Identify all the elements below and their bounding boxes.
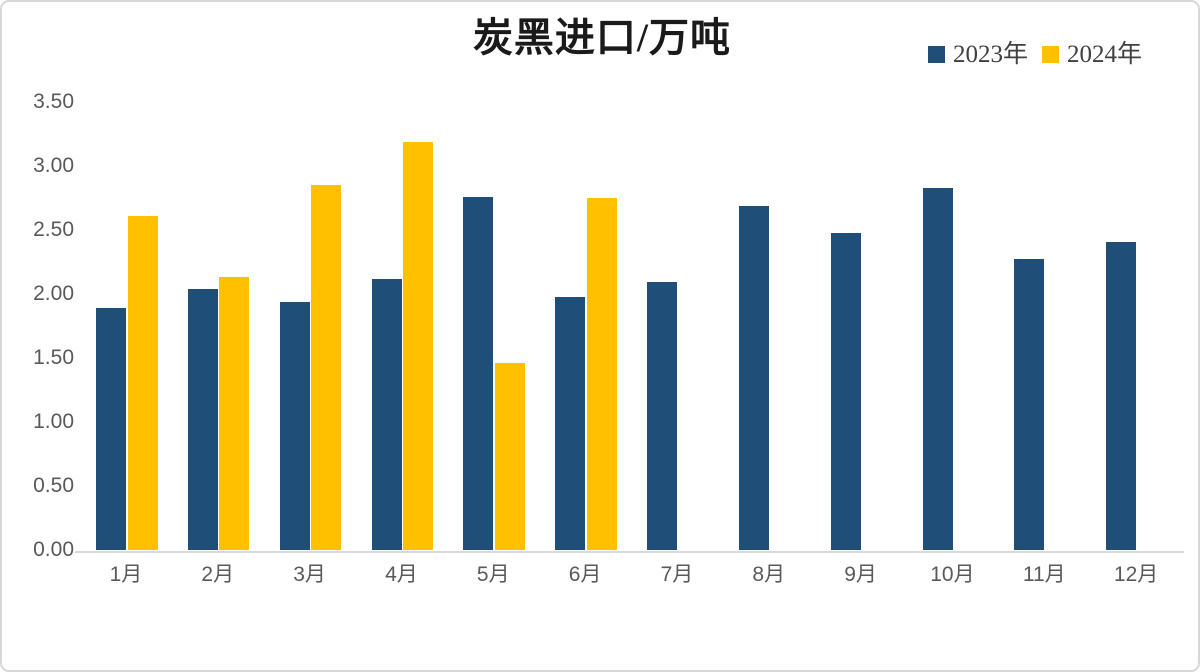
- bar-2024年-4月: [403, 141, 433, 550]
- x-tick-label: 9月: [844, 563, 877, 586]
- x-tick-label: 11月: [1022, 563, 1066, 586]
- y-tick-label: 1.00: [33, 410, 74, 433]
- legend-item-2024年: 2024年: [1041, 41, 1142, 68]
- y-tick-label: 0.50: [33, 474, 74, 497]
- bar-2023年-10月: [922, 187, 953, 550]
- bar-2023年-8月: [738, 205, 769, 550]
- bar-2023年-11月: [1014, 259, 1045, 550]
- legend-swatch-icon: [1041, 46, 1059, 63]
- bar-2023年-4月: [371, 278, 402, 550]
- x-tick-label: 12月: [1113, 563, 1159, 586]
- bar-2024年-2月: [219, 277, 250, 550]
- bar-2023年-1月: [96, 308, 126, 550]
- bar-2023年-7月: [647, 282, 677, 550]
- bar-2023年-5月: [463, 196, 494, 550]
- y-tick-label: 3.00: [33, 154, 74, 177]
- x-tick-label: 5月: [476, 563, 510, 586]
- legend: 2023年 2024年: [927, 41, 1142, 68]
- legend-label: 2023年: [952, 41, 1028, 68]
- x-tick-label: 8月: [752, 563, 786, 586]
- bar-2023年-2月: [187, 288, 218, 550]
- bar-2024年-3月: [311, 185, 342, 550]
- legend-label: 2024年: [1066, 41, 1142, 68]
- bar-2024年-5月: [494, 363, 525, 550]
- bar-2024年-1月: [127, 215, 158, 550]
- bar-2023年-3月: [279, 301, 310, 550]
- legend-item-2023年: 2023年: [927, 41, 1028, 68]
- x-axis-line: [75, 551, 1184, 553]
- plot-area: [75, 102, 1184, 553]
- y-tick-label: 0.00: [33, 538, 74, 561]
- x-tick-label: 7月: [660, 563, 694, 586]
- x-tick-label: 2月: [201, 563, 235, 586]
- y-tick-label: 2.00: [33, 282, 74, 305]
- bar-2023年-12月: [1106, 241, 1137, 550]
- chart-title: 炭黑进口/万吨: [472, 15, 732, 60]
- x-tick-label: 3月: [293, 563, 326, 586]
- x-tick-label: 6月: [568, 563, 602, 586]
- bar-2023年-9月: [830, 232, 861, 550]
- y-tick-label: 3.50: [33, 90, 74, 113]
- bar-2024年-6月: [586, 198, 617, 550]
- x-tick-label: 1月: [109, 563, 143, 586]
- bar-2023年-6月: [555, 296, 586, 550]
- y-tick-label: 2.50: [33, 218, 74, 241]
- x-tick-label: 10月: [930, 563, 975, 586]
- legend-swatch-icon: [927, 46, 945, 63]
- x-tick-label: 4月: [385, 563, 418, 586]
- y-tick-label: 1.50: [33, 346, 74, 369]
